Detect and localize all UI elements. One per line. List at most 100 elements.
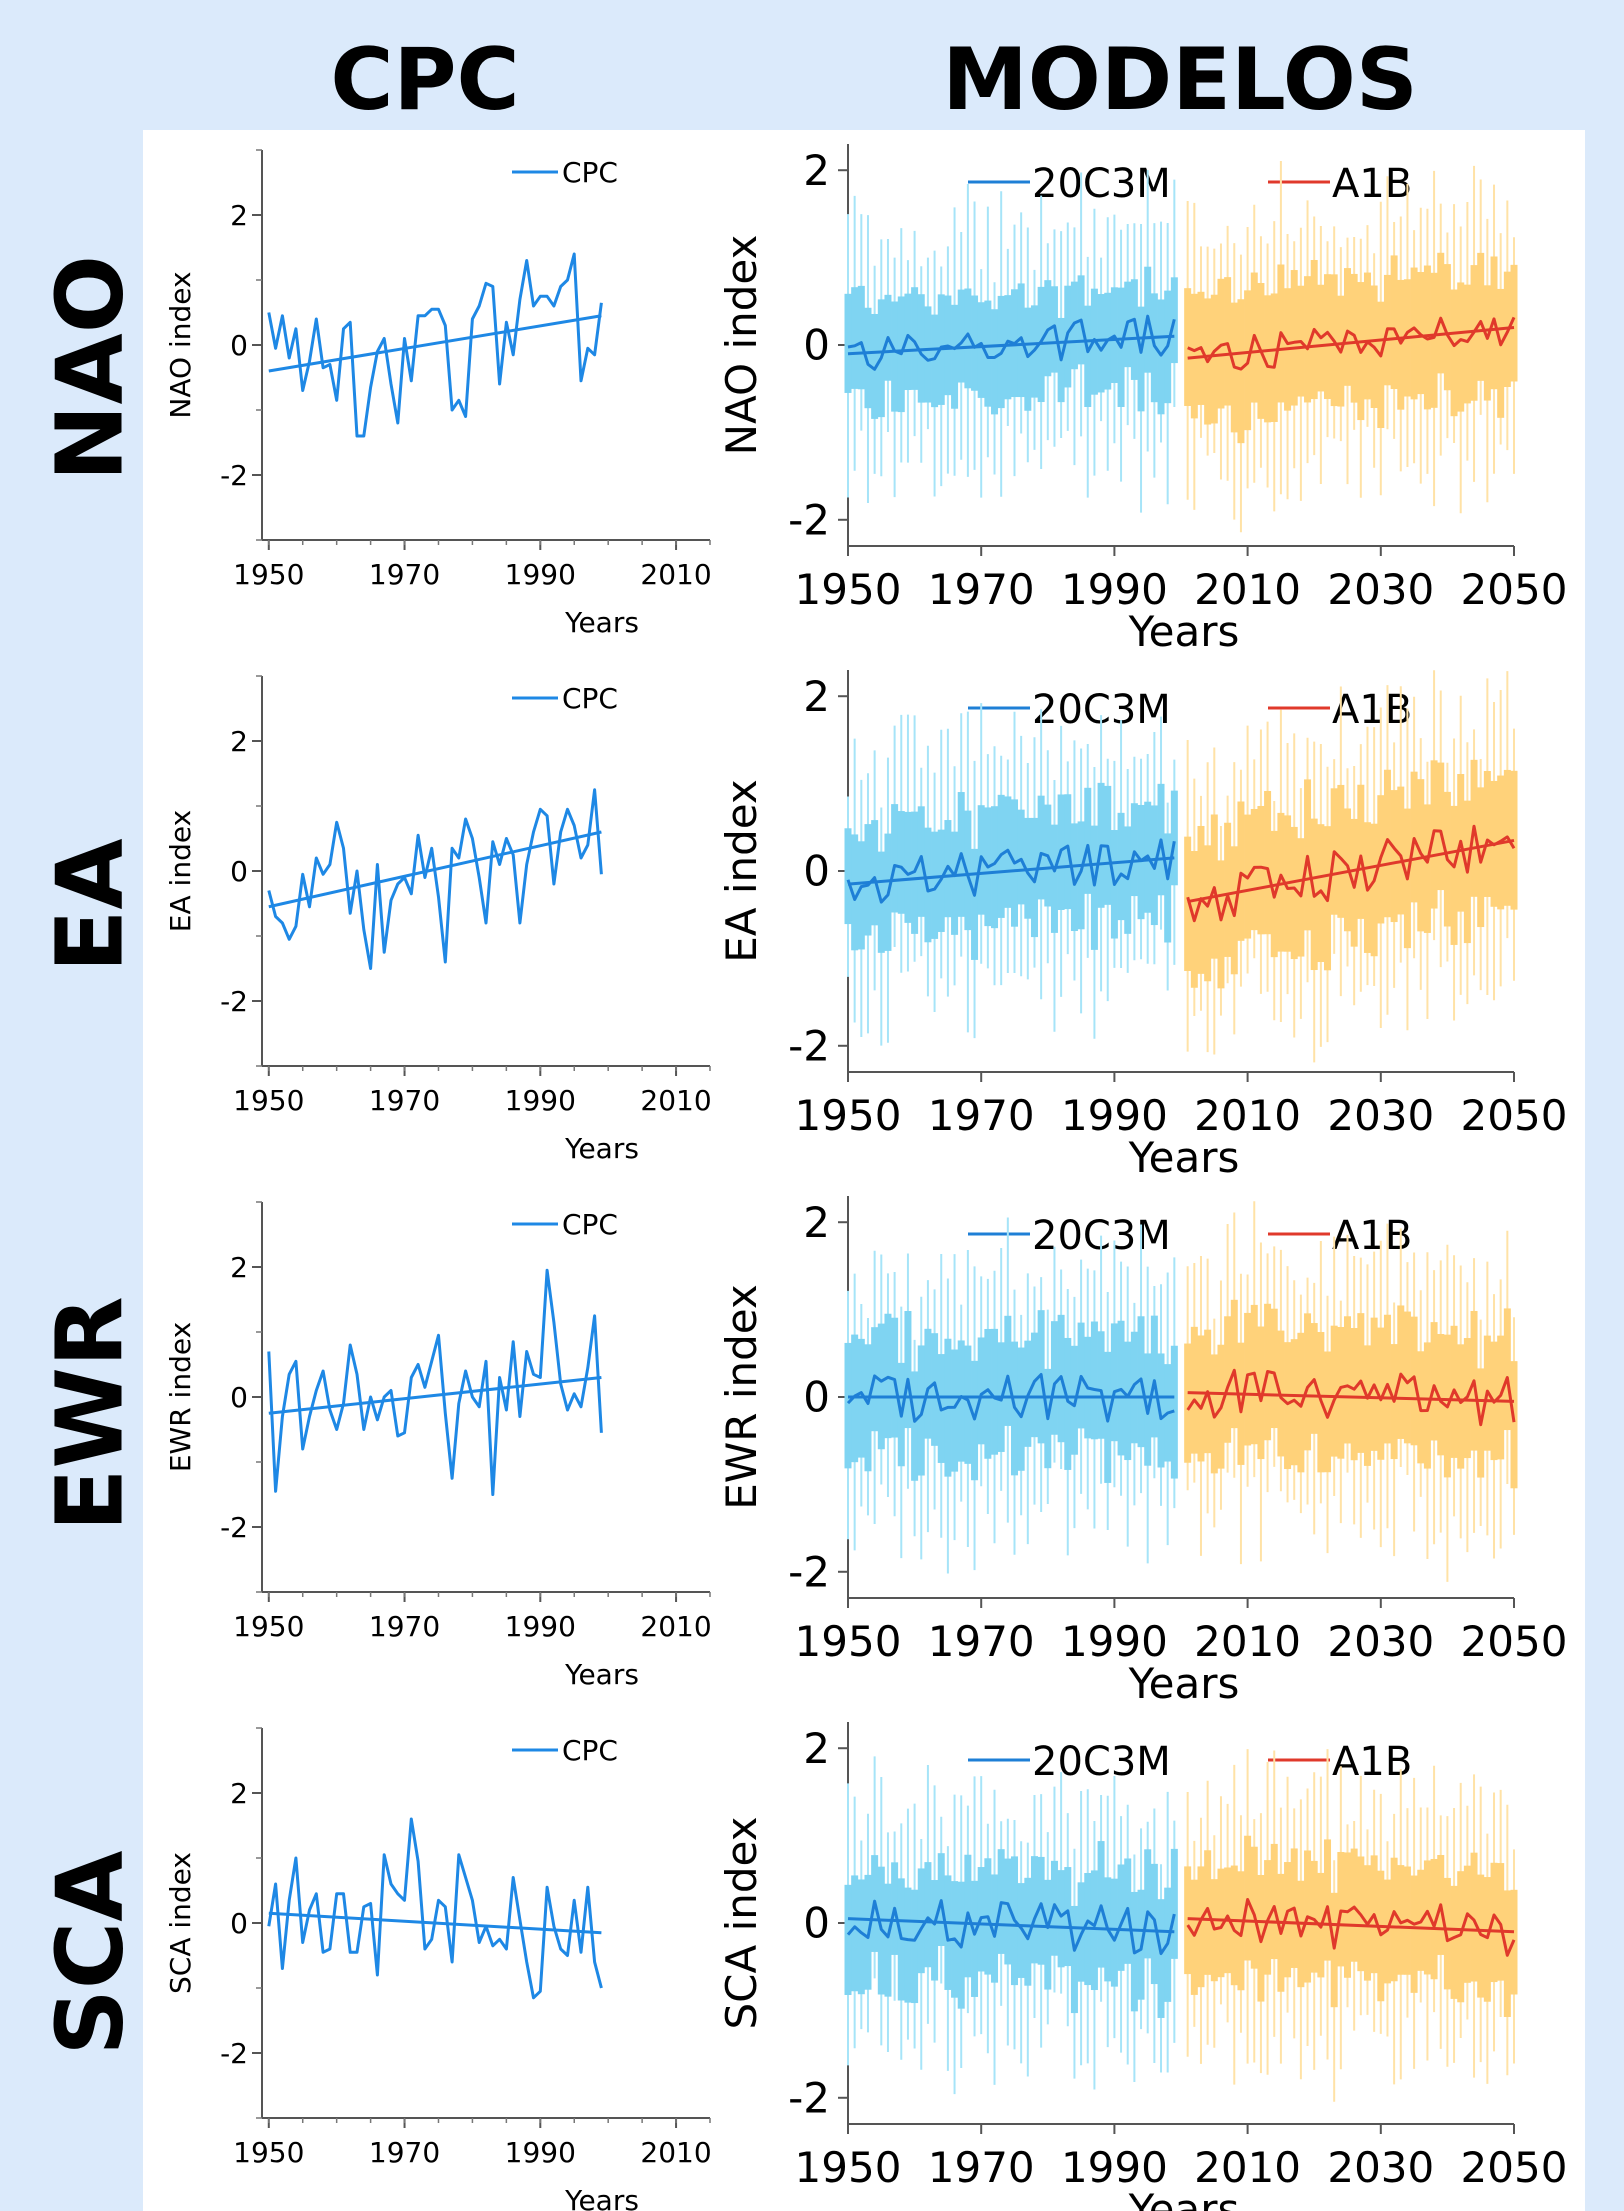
box-20c3m <box>964 1345 972 1464</box>
box-a1b <box>1363 272 1371 400</box>
box-20c3m <box>991 309 999 415</box>
x-tick-label: 2030 <box>1327 565 1434 614</box>
x-tick-label: 1950 <box>795 565 902 614</box>
box-20c3m <box>1044 1879 1052 1990</box>
box-20c3m <box>871 820 879 926</box>
box-a1b <box>1510 1361 1518 1489</box>
box-a1b <box>1330 1892 1338 2008</box>
box-20c3m <box>1017 809 1025 905</box>
box-a1b <box>1477 252 1485 381</box>
legend-label-20c3m: 20C3M <box>1032 1739 1171 1785</box>
trend-line-a1b <box>1187 838 1515 904</box>
box-a1b <box>1264 295 1272 423</box>
box-20c3m <box>891 1317 899 1438</box>
box-a1b <box>1337 784 1345 918</box>
box-20c3m <box>857 285 865 390</box>
y-axis-label: EWR index <box>164 1322 197 1472</box>
box-a1b <box>1270 293 1278 422</box>
box-20c3m <box>844 1342 852 1469</box>
box-a1b <box>1250 1846 1258 1969</box>
box-a1b <box>1224 1316 1232 1443</box>
box-20c3m <box>851 834 859 951</box>
box-20c3m <box>964 810 972 931</box>
y-tick-label: -2 <box>788 1547 830 1596</box>
y-tick-label: -2 <box>788 2073 830 2122</box>
box-a1b <box>1463 1865 1471 1983</box>
cpc-column-title: CPC <box>330 30 520 130</box>
box-20c3m <box>911 287 919 390</box>
legend-label-a1b: A1B <box>1332 687 1412 733</box>
x-axis-label: Years <box>564 2184 639 2211</box>
box-a1b <box>1344 1852 1351 1978</box>
box-20c3m <box>911 1889 919 2004</box>
box-20c3m <box>891 301 899 412</box>
x-axis-label: Years <box>1128 1133 1240 1182</box>
box-a1b <box>1403 1311 1411 1444</box>
modelos-column-title: MODELOS <box>942 30 1418 130</box>
series-line-cpc <box>267 788 603 970</box>
x-tick-label: 1990 <box>505 558 576 591</box>
box-20c3m <box>951 831 959 935</box>
x-tick-label: 2010 <box>1194 565 1301 614</box>
box-a1b <box>1410 267 1418 400</box>
box-20c3m <box>951 304 959 409</box>
box-a1b <box>1497 1863 1505 1981</box>
box-a1b <box>1184 1866 1192 1975</box>
box-20c3m <box>1037 1856 1045 1965</box>
box-20c3m <box>971 848 979 960</box>
legend-label-cpc: CPC <box>562 1734 618 1767</box>
box-20c3m <box>991 1328 999 1455</box>
box-a1b <box>1270 1308 1278 1429</box>
x-tick-label: 2050 <box>1461 2143 1568 2192</box>
trend-line-cpc <box>268 314 602 373</box>
box-20c3m <box>924 306 932 403</box>
box-20c3m <box>1130 803 1138 897</box>
y-tick-label: -2 <box>220 1511 248 1544</box>
legend-label-a1b: A1B <box>1332 1213 1412 1259</box>
box-20c3m <box>1024 307 1032 411</box>
box-20c3m <box>891 804 899 913</box>
box-a1b <box>1190 1879 1198 1995</box>
x-tick-label: 1990 <box>505 2136 576 2169</box>
y-tick-label: 2 <box>230 725 248 758</box>
box-20c3m <box>1097 294 1105 393</box>
x-axis-label: Years <box>564 1658 639 1691</box>
x-axis-label: Years <box>564 1132 639 1165</box>
box-20c3m <box>1004 295 1012 400</box>
series-line-20c3m <box>846 1899 1176 1956</box>
x-tick-label: 1990 <box>1061 565 1168 614</box>
trend-line-a1b <box>1187 1391 1515 1403</box>
box-20c3m <box>864 307 872 409</box>
x-tick-label: 1970 <box>928 2143 1035 2192</box>
y-tick-label: 2 <box>803 1198 830 1247</box>
box-20c3m <box>1097 1331 1105 1439</box>
cpc-ewr-chart: 1950 1970 1990 2010 -2 0 2 Years EWR index CPC <box>164 1201 712 1691</box>
y-tick-label: 0 <box>230 1381 248 1414</box>
box-20c3m <box>851 1875 859 1992</box>
trend-line-cpc <box>268 830 602 909</box>
box-a1b <box>1450 1885 1458 1999</box>
box-a1b <box>1510 770 1518 910</box>
box-a1b <box>1197 1335 1205 1462</box>
box-20c3m <box>897 811 905 914</box>
series-line-a1b <box>1186 824 1516 923</box>
box-a1b <box>1363 1345 1371 1466</box>
box-a1b <box>1503 1308 1511 1431</box>
box-20c3m <box>1137 306 1145 412</box>
box-a1b <box>1483 1877 1491 2002</box>
y-tick-label: -2 <box>220 985 248 1018</box>
box-a1b <box>1270 1843 1278 1960</box>
box-20c3m <box>911 1371 919 1481</box>
box-a1b <box>1377 301 1385 429</box>
box-20c3m <box>977 302 985 398</box>
box-20c3m <box>884 1883 892 1997</box>
box-a1b <box>1437 252 1445 374</box>
box-a1b <box>1483 771 1491 897</box>
box-20c3m <box>1024 1877 1032 1986</box>
box-20c3m <box>964 288 972 389</box>
series-line-cpc <box>267 252 603 438</box>
x-tick-label: 1950 <box>233 1610 304 1643</box>
box-a1b <box>1510 264 1518 382</box>
x-tick-label: 1950 <box>795 1091 902 1140</box>
x-tick-label: 1950 <box>795 2143 902 2192</box>
